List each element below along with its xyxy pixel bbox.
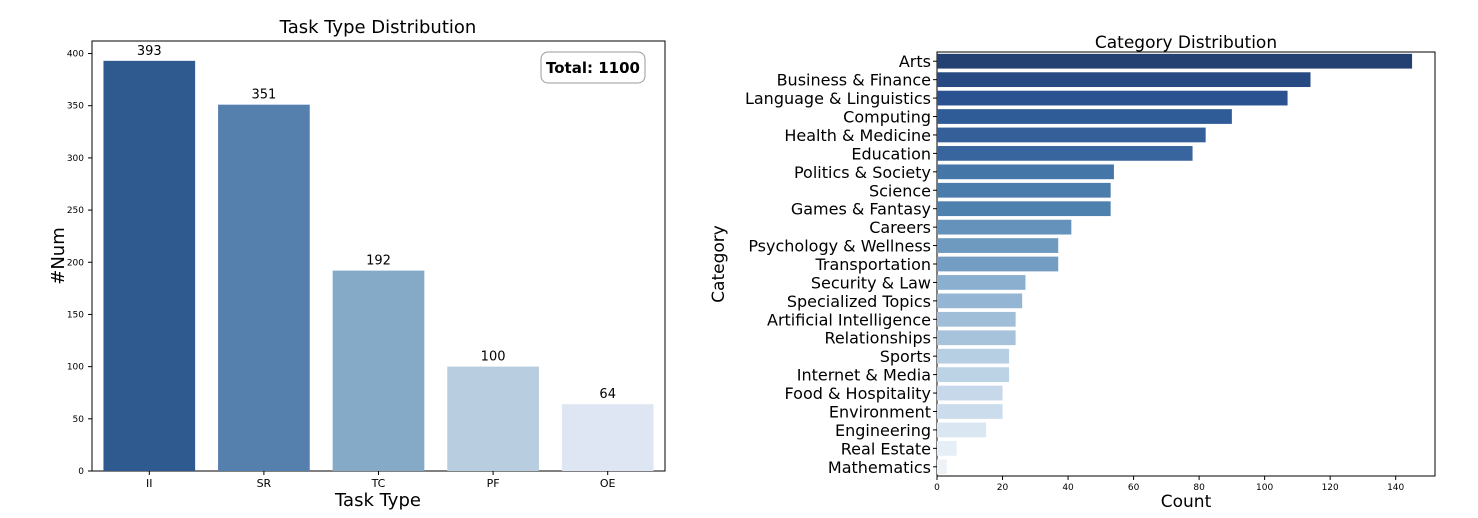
y-tick-label: Security & Law bbox=[811, 273, 931, 292]
y-tick-label: Sports bbox=[880, 347, 931, 366]
bar bbox=[937, 146, 1193, 161]
bar bbox=[937, 275, 1026, 290]
category-x-axis-ticks: 0 20 40 60 80 100 120 140 bbox=[934, 476, 1405, 493]
bar bbox=[937, 182, 1111, 198]
bar bbox=[937, 90, 1288, 106]
bar bbox=[937, 404, 1003, 419]
y-tick-label: 200 bbox=[67, 258, 84, 268]
x-tick-label: PF bbox=[487, 477, 500, 490]
bar bbox=[937, 238, 1059, 253]
task-type-chart-title: Task Type Distribution bbox=[279, 17, 477, 38]
category-x-axis-label: Count bbox=[1161, 492, 1212, 512]
bar bbox=[937, 348, 1010, 364]
bar bbox=[937, 385, 1003, 401]
y-tick-label: Games & Fantasy bbox=[791, 200, 931, 219]
task-type-x-axis-ticks: II SR TC PF OE bbox=[146, 471, 616, 490]
bar bbox=[937, 459, 947, 475]
task-type-x-axis-label: Task Type bbox=[334, 490, 421, 511]
x-tick-label: 20 bbox=[997, 483, 1009, 493]
bar-value-label: 192 bbox=[366, 254, 391, 269]
bar bbox=[937, 53, 1413, 69]
y-tick-label: Food & Hospitality bbox=[785, 384, 931, 403]
y-tick-label: Internet & Media bbox=[797, 366, 931, 385]
x-tick-label: 120 bbox=[1322, 483, 1339, 493]
y-tick-label: Real Estate bbox=[841, 439, 931, 458]
bar bbox=[937, 367, 1010, 382]
y-tick-label: Politics & Society bbox=[794, 163, 931, 182]
bar bbox=[937, 422, 987, 438]
y-tick-label: 0 bbox=[78, 467, 84, 477]
y-tick-label: Transportation bbox=[814, 255, 931, 274]
y-tick-label: 150 bbox=[67, 310, 84, 320]
y-tick-label: Relationships bbox=[824, 329, 931, 348]
category-y-axis-label: Category bbox=[709, 225, 729, 303]
category-bars bbox=[937, 53, 1413, 475]
bar-value-label: 100 bbox=[481, 350, 506, 365]
y-tick-label: Artificial Intelligence bbox=[767, 310, 931, 329]
bar bbox=[937, 127, 1206, 143]
y-tick-label: 350 bbox=[67, 102, 84, 112]
y-tick-label: Computing bbox=[843, 108, 931, 127]
bar-value-label: 393 bbox=[137, 44, 162, 59]
task-type-bars: 393 351 192 100 64 bbox=[103, 44, 654, 472]
bar bbox=[937, 219, 1072, 235]
bar bbox=[937, 311, 1016, 327]
category-chart-title: Category Distribution bbox=[1095, 33, 1277, 53]
y-tick-label: 300 bbox=[67, 154, 84, 164]
x-tick-label: II bbox=[146, 477, 153, 490]
bar-value-label: 64 bbox=[599, 387, 616, 402]
x-tick-label: 40 bbox=[1062, 483, 1074, 493]
task-type-chart: Task Type Distribution 0 50 100 150 200 250 30… bbox=[48, 17, 666, 511]
y-tick-label: Health & Medicine bbox=[784, 126, 931, 145]
x-tick-label: OE bbox=[600, 477, 616, 490]
total-annotation-box bbox=[540, 51, 646, 84]
bar bbox=[218, 104, 310, 472]
y-tick-label: Arts bbox=[899, 52, 931, 71]
task-type-y-axis-ticks: 0 50 100 150 200 250 300 350 400 bbox=[67, 50, 92, 477]
x-tick-label: SR bbox=[257, 477, 272, 490]
x-tick-label: 0 bbox=[934, 483, 940, 493]
bar bbox=[332, 270, 425, 471]
bar bbox=[447, 366, 539, 471]
y-tick-label: 100 bbox=[67, 363, 84, 373]
bar bbox=[937, 201, 1111, 217]
bar bbox=[561, 404, 654, 471]
y-tick-label: Education bbox=[851, 144, 931, 163]
total-annotation: Total: 1100 bbox=[540, 51, 646, 84]
y-tick-label: Engineering bbox=[835, 421, 931, 440]
x-tick-label: 100 bbox=[1256, 483, 1273, 493]
bar bbox=[937, 256, 1059, 272]
x-tick-label: 140 bbox=[1387, 483, 1404, 493]
bar bbox=[103, 60, 196, 471]
y-tick-label: 50 bbox=[73, 415, 85, 425]
bar bbox=[937, 330, 1016, 346]
y-tick-label: 250 bbox=[67, 206, 84, 216]
y-tick-label: Mathematics bbox=[828, 458, 931, 477]
x-tick-label: 60 bbox=[1128, 483, 1140, 493]
y-tick-label: Language & Linguistics bbox=[745, 89, 931, 108]
bar bbox=[937, 440, 957, 456]
y-tick-label: Science bbox=[869, 181, 931, 200]
total-annotation-text: Total: 1100 bbox=[546, 59, 640, 77]
bar bbox=[937, 72, 1311, 88]
y-tick-label: Specialized Topics bbox=[787, 292, 931, 311]
category-chart: Category Distribution 0 20 40 60 80 100 120 140… bbox=[709, 33, 1436, 512]
y-tick-label: Business & Finance bbox=[777, 71, 931, 90]
bar bbox=[937, 164, 1114, 180]
y-tick-label: 400 bbox=[67, 50, 84, 60]
task-type-y-axis-label: #Num bbox=[48, 227, 69, 285]
y-tick-label: Careers bbox=[869, 218, 931, 237]
x-tick-label: 80 bbox=[1193, 483, 1205, 493]
bar bbox=[937, 109, 1232, 124]
y-tick-label: Environment bbox=[829, 402, 931, 421]
x-tick-label: TC bbox=[371, 477, 386, 490]
bar-value-label: 351 bbox=[251, 88, 276, 103]
y-tick-label: Psychology & Wellness bbox=[748, 237, 931, 256]
bar bbox=[937, 293, 1023, 309]
